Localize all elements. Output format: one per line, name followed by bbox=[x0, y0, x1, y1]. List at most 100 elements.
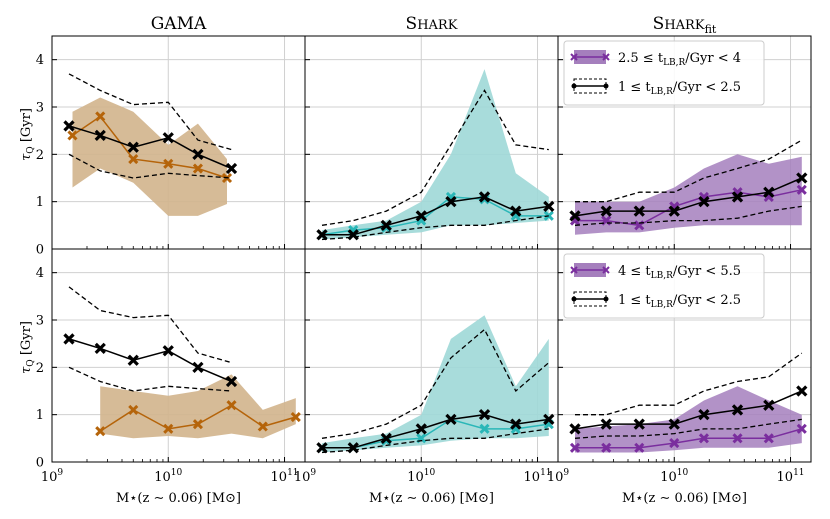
x-tick-label: 1011 bbox=[524, 468, 552, 485]
reference-marker bbox=[731, 404, 744, 416]
y-tick-label: 0 bbox=[36, 243, 44, 258]
reference-lower-line bbox=[68, 366, 232, 392]
reference-marker bbox=[600, 205, 612, 217]
x-tick-label: 1010 bbox=[660, 468, 688, 485]
legend-marker bbox=[570, 53, 578, 61]
reference-marker bbox=[192, 361, 204, 373]
x-tick-label: 1010 bbox=[407, 468, 435, 485]
y-tick-label: 3 bbox=[36, 314, 44, 329]
reference-marker bbox=[763, 186, 775, 198]
x-tick-label: 109 bbox=[547, 468, 570, 485]
reference-marker bbox=[633, 205, 645, 217]
plot-area bbox=[569, 139, 808, 235]
reference-median-line bbox=[574, 177, 803, 217]
reference-marker bbox=[162, 345, 174, 357]
series-median-line bbox=[575, 189, 802, 227]
reference-median-line bbox=[322, 413, 549, 449]
reference-upper-line bbox=[575, 139, 803, 203]
series-marker bbox=[163, 423, 174, 434]
reference-marker bbox=[731, 191, 744, 203]
reference-lower-line bbox=[321, 215, 549, 241]
reference-marker bbox=[415, 423, 427, 435]
legend-row-1: 4 ≤ tLB,R/Gyr < 5.5 1 ≤ tLB,R/Gyr < 2.5 bbox=[563, 253, 765, 319]
reference-marker bbox=[698, 196, 710, 208]
reference-marker bbox=[543, 200, 555, 213]
reference-upper-line bbox=[575, 352, 803, 416]
reference-marker bbox=[600, 418, 612, 430]
legend-marker bbox=[571, 296, 577, 302]
x-tick-label: 109 bbox=[294, 468, 317, 485]
reference-marker bbox=[763, 399, 775, 411]
series-marker bbox=[257, 421, 268, 432]
reference-marker bbox=[543, 413, 555, 426]
reference-marker bbox=[162, 132, 174, 144]
series-marker bbox=[128, 404, 139, 415]
reference-marker bbox=[347, 229, 359, 241]
panel-frame bbox=[557, 248, 812, 463]
x-axis-label: M⋆(z ∼ 0.06) [M⊙] bbox=[116, 491, 241, 506]
reference-marker bbox=[569, 210, 581, 222]
reference-marker bbox=[380, 219, 392, 231]
series-marker bbox=[226, 400, 237, 411]
x-tick-label: 1010 bbox=[154, 468, 182, 485]
panel-shark-row2 bbox=[304, 248, 559, 463]
reference-marker bbox=[510, 418, 522, 430]
legend-box bbox=[563, 40, 765, 106]
panels bbox=[51, 35, 812, 463]
y-tick-label: 0 bbox=[36, 456, 44, 471]
scatter-band bbox=[72, 97, 227, 216]
reference-marker bbox=[633, 418, 645, 430]
plot-area bbox=[316, 315, 555, 454]
y-tick-label: 4 bbox=[36, 266, 44, 281]
y-axis-label: τQ [Gyr] bbox=[19, 321, 36, 374]
x-axis-label: M⋆(z ∼ 0.06) [M⊙] bbox=[622, 491, 747, 506]
plot-area bbox=[569, 352, 808, 453]
reference-lower-line bbox=[321, 428, 549, 454]
y-tick-label: 1 bbox=[36, 195, 44, 210]
reference-marker bbox=[225, 162, 238, 175]
legend-box bbox=[563, 253, 765, 319]
y-tick-label: 3 bbox=[36, 101, 44, 116]
reference-marker bbox=[698, 409, 710, 421]
panel-sharkfit-row1 bbox=[557, 35, 812, 250]
reference-marker bbox=[796, 172, 808, 184]
scatter-band bbox=[575, 154, 802, 235]
reference-marker bbox=[668, 205, 680, 217]
series-marker bbox=[569, 442, 581, 453]
series-marker bbox=[796, 423, 807, 434]
legend-label: 2.5 ≤ tLB,R/Gyr < 4 bbox=[618, 51, 741, 68]
series-marker bbox=[192, 419, 204, 430]
y-tick-label: 1 bbox=[36, 408, 44, 423]
series-marker bbox=[763, 433, 774, 444]
legend-row-0: 2.5 ≤ tLB,R/Gyr < 4 1 ≤ tLB,R/Gyr < 2.5 bbox=[563, 40, 765, 106]
reference-marker bbox=[94, 342, 106, 355]
series-marker bbox=[601, 442, 612, 453]
legend-marker bbox=[602, 53, 610, 61]
y-tick-label: 2 bbox=[36, 361, 44, 376]
panel-sharkfit-row2 bbox=[557, 248, 812, 463]
series-marker bbox=[732, 433, 743, 444]
series-marker bbox=[290, 411, 301, 423]
plot-area bbox=[63, 73, 238, 216]
reference-marker bbox=[796, 385, 808, 397]
reference-marker bbox=[127, 141, 139, 153]
x-axis-label: M⋆(z ∼ 0.06) [M⊙] bbox=[369, 491, 494, 506]
column-title: GAMA bbox=[151, 14, 207, 34]
reference-marker bbox=[63, 120, 75, 132]
legend-marker bbox=[603, 296, 609, 302]
series-median-line bbox=[575, 428, 803, 449]
reference-marker bbox=[347, 442, 359, 454]
reference-marker bbox=[94, 129, 106, 142]
y-axis-label: τQ [Gyr] bbox=[19, 108, 36, 161]
series-marker bbox=[698, 433, 710, 444]
plot-area bbox=[63, 286, 301, 439]
series-marker bbox=[128, 154, 139, 165]
series-marker bbox=[669, 438, 680, 449]
series-marker bbox=[796, 184, 807, 195]
legend-marker bbox=[570, 266, 578, 274]
reference-marker bbox=[316, 442, 328, 454]
legend-label: 4 ≤ tLB,R/Gyr < 5.5 bbox=[618, 264, 741, 281]
scatter-band bbox=[100, 374, 296, 439]
reference-median-line bbox=[322, 196, 549, 236]
